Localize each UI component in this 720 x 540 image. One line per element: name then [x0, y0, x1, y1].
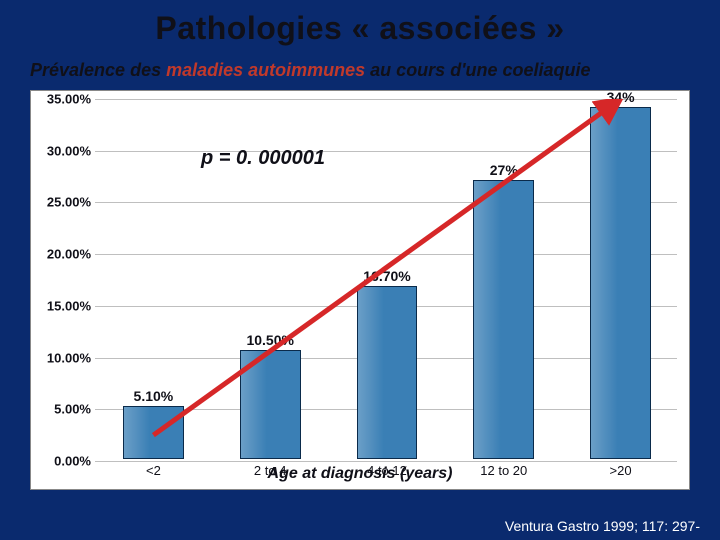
- subtitle: Prévalence des maladies autoimmunes au c…: [30, 60, 591, 81]
- y-tick-label: 20.00%: [47, 247, 95, 262]
- chart-area: 0.00%5.00%10.00%15.00%20.00%25.00%30.00%…: [30, 90, 690, 490]
- p-value-annotation: p = 0. 000001: [201, 147, 325, 170]
- y-tick-label: 10.00%: [47, 350, 95, 365]
- subtitle-suffix: au cours d'une coeliaquie: [365, 60, 590, 80]
- bar-slot: 16.70%4 to 12: [329, 97, 446, 459]
- subtitle-highlight: maladies autoimmunes: [166, 60, 365, 80]
- y-tick-label: 35.00%: [47, 92, 95, 107]
- y-tick-label: 5.00%: [54, 402, 95, 417]
- bar-slot: 5.10%<2: [95, 97, 212, 459]
- bar: [590, 107, 651, 459]
- y-tick-label: 30.00%: [47, 143, 95, 158]
- citation: Ventura Gastro 1999; 117: 297-: [505, 518, 700, 534]
- y-tick-label: 25.00%: [47, 195, 95, 210]
- bar-value-label: 5.10%: [134, 388, 174, 404]
- slide: Pathologies « associées » Prévalence des…: [0, 0, 720, 540]
- plot-region: 0.00%5.00%10.00%15.00%20.00%25.00%30.00%…: [95, 99, 677, 459]
- bar-value-label: 16.70%: [363, 268, 410, 284]
- page-title: Pathologies « associées »: [0, 10, 720, 47]
- bar-value-label: 27%: [490, 162, 518, 178]
- y-tick-label: 15.00%: [47, 298, 95, 313]
- bar-value-label: 10.50%: [246, 332, 293, 348]
- bar-slot: 27%12 to 20: [445, 97, 562, 459]
- bar: [357, 286, 418, 459]
- bar: [473, 180, 534, 459]
- bar-slot: 34%>20: [562, 97, 679, 459]
- subtitle-prefix: Prévalence des: [30, 60, 166, 80]
- bar: [123, 406, 184, 459]
- bar-value-label: 34%: [607, 89, 635, 105]
- x-axis-title: Age at diagnosis (years): [31, 465, 689, 483]
- bar: [240, 350, 301, 459]
